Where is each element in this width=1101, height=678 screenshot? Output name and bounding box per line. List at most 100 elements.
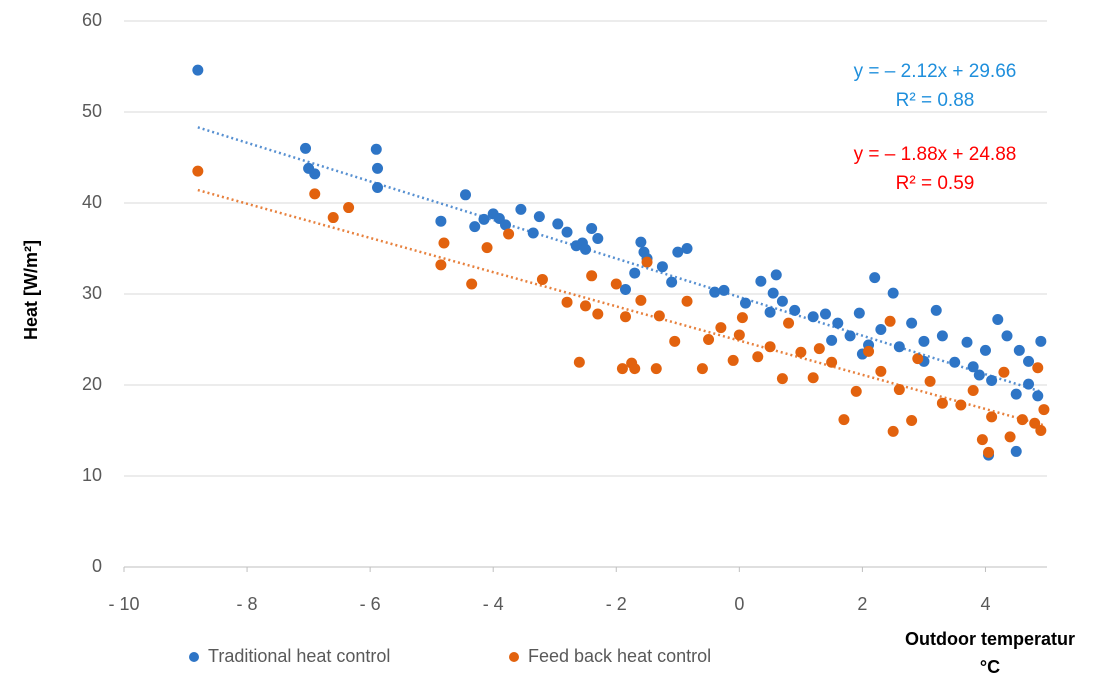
y-tick-label: 40 [82,192,102,212]
y-tick-label: 50 [82,101,102,121]
point [533,211,545,223]
point [669,335,681,347]
y-tick-label: 0 [92,556,102,576]
point [918,335,930,347]
x-tick-label: - 6 [360,594,381,614]
y-axis-title: Heat [W/m²] [21,240,41,340]
point [869,272,881,284]
point [949,356,961,368]
point [764,341,776,353]
point [1035,425,1047,436]
point [435,215,447,227]
point [906,414,918,426]
point [343,202,355,214]
point [853,307,865,319]
point [976,434,988,446]
x-tick-label: - 2 [606,594,627,614]
point [503,228,515,240]
point [580,300,591,312]
point [807,372,819,384]
point [300,142,312,154]
point [1038,404,1050,416]
point [783,317,795,329]
point [764,306,776,318]
point [635,236,647,248]
point [192,64,204,76]
point [1010,388,1022,400]
point [887,287,899,299]
trendline-r2: R² = 0.59 [896,173,975,194]
point [1035,335,1047,347]
point [863,345,875,357]
point [629,267,641,279]
point [875,323,887,335]
trendline-equation: y = – 1.88x + 24.88 [854,144,1017,165]
point [327,212,339,224]
point [776,373,788,385]
point [469,221,481,233]
y-tick-label: 30 [82,283,102,303]
point [592,232,604,244]
point [619,311,631,323]
point [755,275,767,287]
point [832,317,844,329]
point [739,297,751,309]
point [998,366,1010,378]
point [875,365,887,377]
point [1023,355,1035,367]
point [733,329,745,341]
point [1032,390,1044,402]
point [586,222,598,234]
point [1029,417,1041,429]
point [844,330,856,342]
point [936,397,948,409]
point [912,353,924,365]
point [515,203,527,215]
point [826,334,838,346]
point [650,363,662,375]
point [1004,431,1016,443]
point [619,283,631,295]
point [752,351,764,363]
point [776,295,788,307]
point [819,308,831,320]
point [666,276,678,288]
legend-label: Feed back heat control [528,646,711,666]
point [592,308,604,320]
point [709,286,721,298]
trendline [197,126,1042,393]
legend-label: Traditional heat control [208,646,390,666]
point [653,310,665,322]
point [309,188,321,200]
point [536,273,548,285]
point [961,336,973,348]
point [838,414,850,426]
point [770,269,782,281]
point [924,375,936,387]
point [681,243,693,254]
legend-marker [509,652,519,662]
point [986,374,998,386]
point [561,226,573,238]
point [438,237,450,249]
point [983,446,995,458]
point [1013,344,1025,356]
point [795,346,807,358]
point [736,312,748,324]
point [309,168,321,180]
point [1001,330,1013,342]
trendline-r2: R² = 0.88 [896,90,975,111]
point [906,317,918,329]
point [715,322,727,334]
point [460,189,472,201]
point [696,363,708,375]
point [629,363,641,375]
trendline [197,188,1045,427]
point [767,287,779,299]
point [955,399,967,411]
x-tick-label: 2 [857,594,867,614]
point [500,219,512,231]
point [887,425,899,437]
point [807,311,819,323]
